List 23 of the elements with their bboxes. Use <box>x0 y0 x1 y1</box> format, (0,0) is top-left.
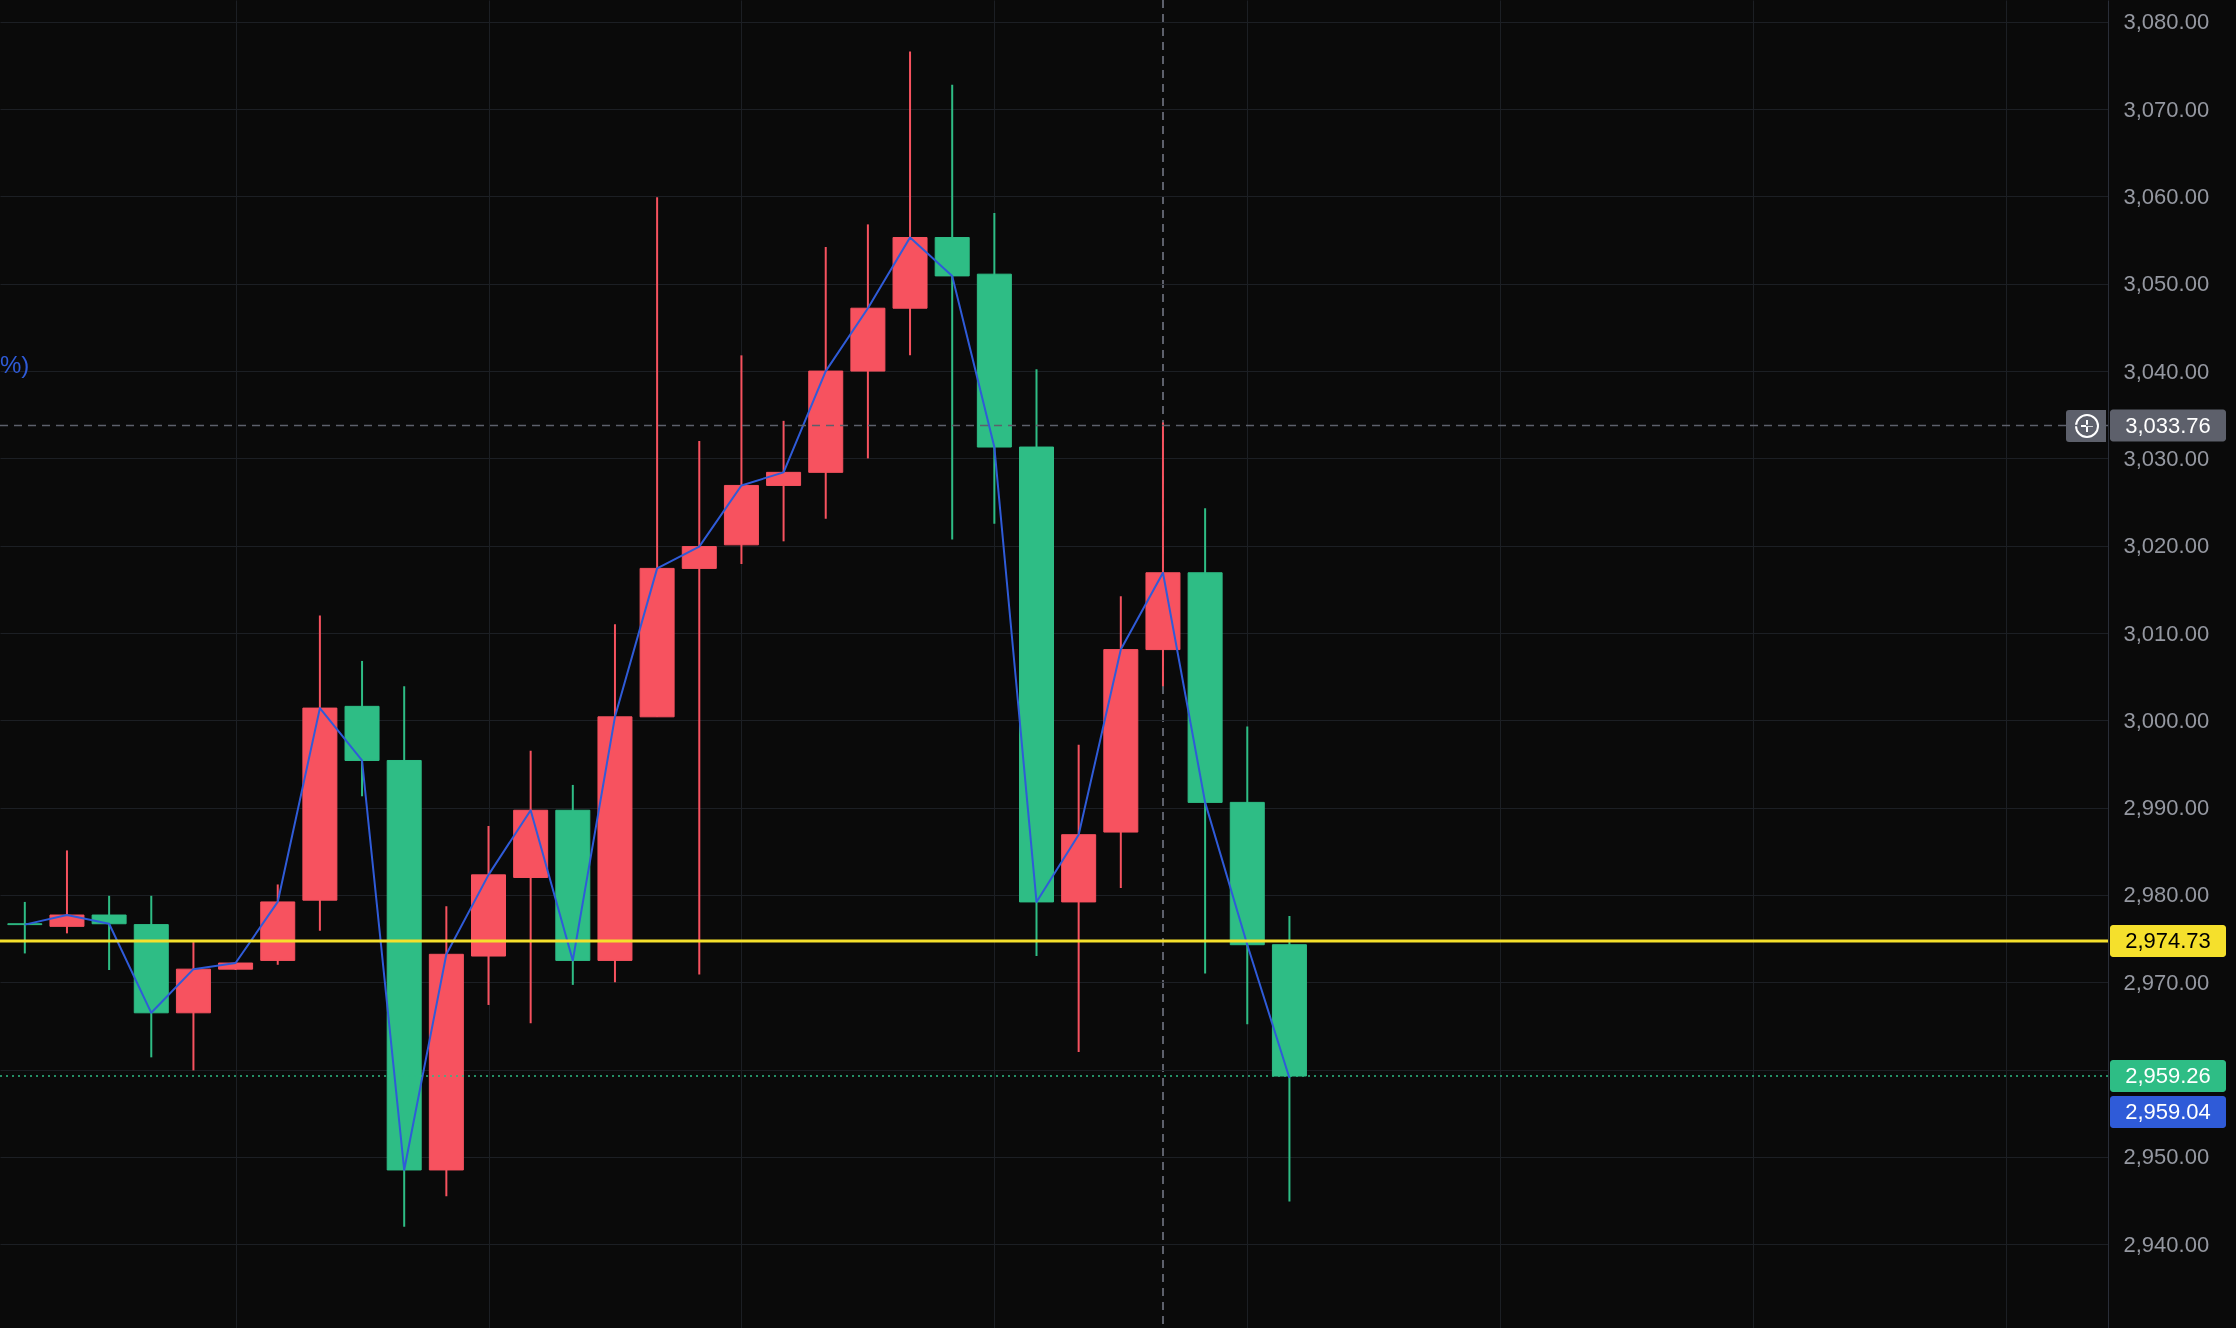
y-tick-label: 3,070.00 <box>2123 96 2210 122</box>
text: 2,959.04 <box>2125 1098 2211 1124</box>
candlestick <box>681 439 717 976</box>
candlestick <box>91 894 127 972</box>
candlestick <box>934 83 970 541</box>
y-tick-label: 3,030.00 <box>2123 445 2210 471</box>
ref-line-label: 2,959.26 <box>2125 1063 2211 1089</box>
y-tick-label: 3,020.00 <box>2123 533 2210 559</box>
y-tick-label: 3,000.00 <box>2123 707 2210 733</box>
y-tick-label: 2,970.00 <box>2123 969 2210 995</box>
ref-line-label: 3,033.76 <box>2125 412 2211 438</box>
y-tick-label: 2,990.00 <box>2123 795 2210 821</box>
y-tick-label: 3,060.00 <box>2123 183 2210 209</box>
y-tick-label: 2,980.00 <box>2123 882 2210 908</box>
y-tick-label: 2,940.00 <box>2123 1231 2210 1257</box>
y-tick-label: 3,050.00 <box>2123 271 2210 297</box>
y-tick-label: 3,080.00 <box>2123 9 2210 35</box>
candlestick <box>766 419 802 543</box>
ref-line-label: 2,974.73 <box>2125 927 2211 953</box>
y-tick-label: 3,040.00 <box>2123 358 2210 384</box>
annotation: %) <box>0 351 30 378</box>
y-tick-label: 2,950.00 <box>2123 1144 2210 1170</box>
y-tick-label: 3,010.00 <box>2123 620 2210 646</box>
